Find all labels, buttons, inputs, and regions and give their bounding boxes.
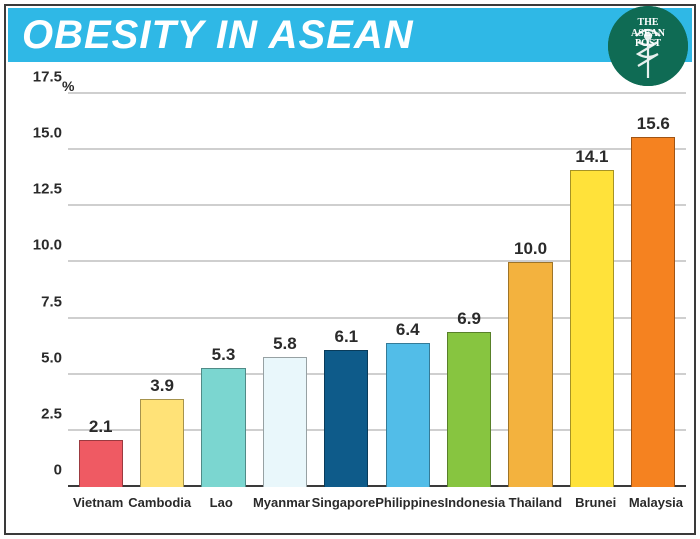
- bar-slot: 6.4: [377, 94, 438, 487]
- bar-slot: 5.8: [254, 94, 315, 487]
- x-axis-labels: VietnamCambodiaLaoMyanmarSingaporePhilip…: [68, 489, 686, 523]
- x-tick-label: Brunei: [566, 489, 626, 523]
- bar-value-label: 5.3: [212, 345, 236, 365]
- x-tick-label: Thailand: [505, 489, 565, 523]
- bar: 6.4: [386, 343, 430, 487]
- bar-value-label: 6.1: [334, 327, 358, 347]
- bar: 3.9: [140, 399, 184, 487]
- x-tick-label: Cambodia: [128, 489, 191, 523]
- y-tick-label: 17.5: [33, 69, 62, 86]
- y-tick-label: 0: [54, 462, 62, 479]
- bar: 5.8: [263, 357, 307, 487]
- bar-value-label: 10.0: [514, 239, 547, 259]
- bar-slot: 2.1: [70, 94, 131, 487]
- plot-region: 2.1 3.9 5.3 5.8 6.1 6.4 6.9 10.0 14.1 15.6: [68, 94, 686, 487]
- bar: 6.9: [447, 332, 491, 487]
- y-tick-label: 5.0: [41, 349, 62, 366]
- bar: 15.6: [631, 137, 675, 487]
- x-tick-label: Singapore: [312, 489, 376, 523]
- y-tick-label: 7.5: [41, 293, 62, 310]
- y-tick-label: 12.5: [33, 181, 62, 198]
- bar: 10.0: [508, 262, 552, 487]
- bar-value-label: 14.1: [575, 147, 608, 167]
- bar: 2.1: [79, 440, 123, 487]
- bar: 5.3: [201, 368, 245, 487]
- bar: 6.1: [324, 350, 368, 487]
- bar-value-label: 3.9: [150, 376, 174, 396]
- x-tick-label: Philippines: [375, 489, 444, 523]
- bar-value-label: 5.8: [273, 334, 297, 354]
- y-axis: 02.55.07.510.012.515.017.5: [18, 94, 68, 487]
- bar-slot: 14.1: [561, 94, 622, 487]
- bar-slot: 10.0: [500, 94, 561, 487]
- bar-slot: 5.3: [193, 94, 254, 487]
- chart-title: OBESITY IN ASEAN: [22, 13, 414, 58]
- x-tick-label: Indonesia: [445, 489, 506, 523]
- bar-value-label: 6.4: [396, 320, 420, 340]
- bar-slot: 6.9: [438, 94, 499, 487]
- bars-container: 2.1 3.9 5.3 5.8 6.1 6.4 6.9 10.0 14.1 15.6: [68, 94, 686, 487]
- y-tick-label: 10.0: [33, 237, 62, 254]
- bar-value-label: 6.9: [457, 309, 481, 329]
- x-tick-label: Lao: [191, 489, 251, 523]
- bar-slot: 3.9: [131, 94, 192, 487]
- bar: 14.1: [570, 170, 614, 487]
- x-tick-label: Myanmar: [251, 489, 311, 523]
- logo-line3: POST: [631, 39, 665, 50]
- x-tick-label: Vietnam: [68, 489, 128, 523]
- x-tick-label: Malaysia: [626, 489, 686, 523]
- y-tick-label: 15.0: [33, 125, 62, 142]
- title-bar: OBESITY IN ASEAN: [8, 8, 692, 62]
- y-tick-label: 2.5: [41, 405, 62, 422]
- chart-area: % 02.55.07.510.012.515.017.5 2.13.95.35.…: [8, 70, 692, 531]
- logo-text: THE ASEAN POST: [631, 18, 665, 50]
- bar-value-label: 15.6: [637, 114, 670, 134]
- bar-slot: 6.1: [316, 94, 377, 487]
- bar-value-label: 2.1: [89, 417, 113, 437]
- bar-slot: 15.6: [623, 94, 684, 487]
